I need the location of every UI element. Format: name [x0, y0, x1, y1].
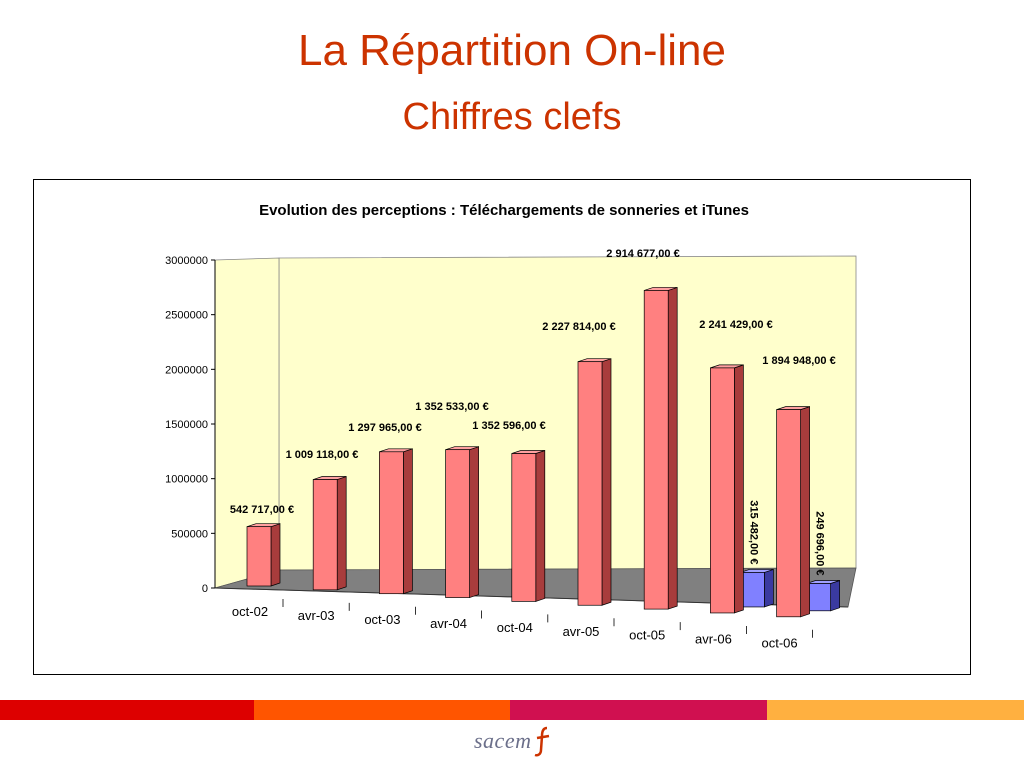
bar-side-series1: [601, 358, 612, 606]
data-label-series1: 542 717,00 €: [230, 504, 294, 516]
data-label-series1: 2 241 429,00 €: [699, 319, 772, 331]
y-tick-label: 3000000: [165, 255, 208, 267]
bar-series1: [312, 479, 338, 591]
y-tick-label: 500000: [171, 528, 208, 540]
sacem-logo-mark: [534, 726, 550, 757]
bar-series2: [740, 572, 765, 608]
data-label-series2: 249 696,00 €: [814, 511, 826, 575]
chart-frame: Evolution des perceptions : Téléchargeme…: [33, 179, 971, 675]
x-tick-label: oct-05: [629, 628, 665, 643]
y-tick-label: 1000000: [165, 474, 208, 486]
bar-side-series2: [764, 568, 774, 608]
bar-side-series1: [469, 446, 479, 599]
chart-title: Evolution des perceptions : Téléchargeme…: [259, 202, 749, 219]
bar-series1: [511, 453, 537, 602]
y-tick-label: 0: [202, 583, 208, 595]
data-label-series1: 2 914 677,00 €: [606, 248, 679, 260]
slide-title: La Répartition On-line: [297, 26, 726, 75]
bar-side-series1: [270, 523, 281, 587]
plot-back-wall: [278, 255, 857, 571]
bar-side-series1: [336, 476, 347, 591]
data-label-series1: 1 352 596,00 €: [472, 420, 545, 432]
footer-stripe-magenta: [510, 700, 767, 720]
bar-series1: [577, 361, 603, 606]
bar-side-series1: [667, 286, 678, 610]
y-tick-label: 2000000: [165, 364, 208, 376]
slide-subtitle: Chiffres clefs: [402, 96, 622, 138]
sacem-logo: sacem: [474, 728, 532, 753]
bar-series1: [246, 526, 272, 587]
x-tick-label: avr-05: [563, 624, 600, 639]
bar-series1: [776, 409, 801, 618]
bar-side-series2: [830, 580, 840, 612]
x-tick-label: oct-02: [232, 604, 268, 619]
bar-side-series1: [800, 406, 810, 618]
data-label-series1: 1 352 533,00 €: [415, 401, 488, 413]
bar-series1: [643, 290, 669, 610]
x-tick-label: oct-06: [762, 636, 798, 651]
data-label-series1: 2 227 814,00 €: [542, 321, 615, 333]
x-tick-label: oct-04: [497, 620, 533, 635]
bar-series1: [445, 449, 470, 598]
bar-series1: [710, 367, 735, 614]
x-tick-label: avr-06: [695, 632, 732, 647]
bar-side-series1: [403, 448, 413, 595]
x-tick-label: avr-03: [298, 608, 335, 623]
x-tick-label: avr-04: [430, 616, 467, 631]
footer-stripe-orange: [254, 700, 510, 720]
bar-series1: [379, 451, 404, 595]
bar-chart: Evolution des perceptions : Téléchargeme…: [165, 202, 857, 651]
data-label-series1: 1 894 948,00 €: [762, 355, 835, 367]
x-tick-label: oct-03: [364, 612, 400, 627]
data-label-series1: 1 297 965,00 €: [348, 422, 421, 434]
footer-stripe-red: [0, 700, 254, 720]
y-tick-label: 1500000: [165, 419, 208, 431]
y-tick-label: 2500000: [165, 310, 208, 322]
footer-stripe-yellow: [767, 700, 1024, 720]
data-label-series1: 1 009 118,00 €: [286, 449, 359, 461]
bar-side-series1: [535, 450, 546, 602]
data-label-series2: 315 482,00 €: [747, 500, 759, 564]
bar-side-series1: [734, 364, 744, 614]
bar-series2: [806, 583, 831, 612]
